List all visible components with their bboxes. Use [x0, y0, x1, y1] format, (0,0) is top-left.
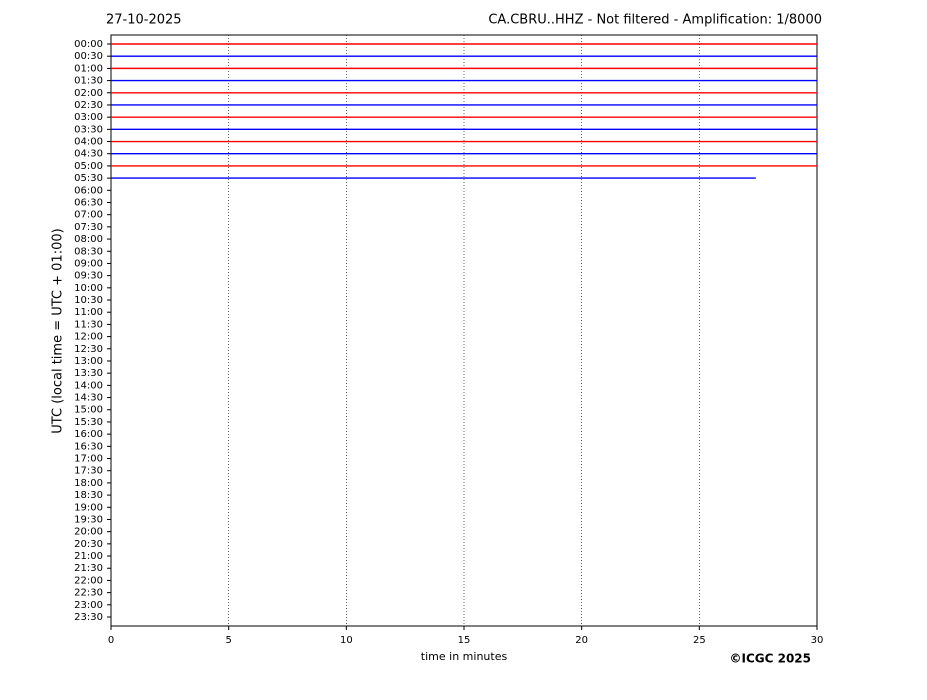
y-tick-label: 15:00	[74, 405, 103, 416]
y-tick-label: 14:30	[74, 393, 103, 404]
y-tick-label: 03:30	[74, 124, 103, 135]
x-tick-label: 25	[693, 635, 706, 646]
copyright: ©ICGC 2025	[729, 652, 811, 666]
y-tick-label: 00:30	[74, 51, 103, 62]
y-tick-label: 14:00	[74, 380, 103, 391]
x-tick-label: 10	[340, 635, 353, 646]
x-tick-label: 0	[108, 635, 114, 646]
y-tick-label: 00:00	[74, 39, 103, 50]
y-tick-label: 23:00	[74, 600, 103, 611]
y-tick-label: 13:00	[74, 356, 103, 367]
chart-title: CA.CBRU..HHZ - Not filtered - Amplificat…	[488, 13, 822, 28]
y-tick-label: 12:00	[74, 332, 103, 343]
y-tick-label: 16:30	[74, 441, 103, 452]
y-tick-label: 09:00	[74, 258, 103, 269]
y-tick-label: 23:30	[74, 612, 103, 623]
x-tick-label: 30	[811, 635, 824, 646]
y-tick-label: 19:00	[74, 502, 103, 513]
y-tick-label: 22:30	[74, 588, 103, 599]
y-tick-label: 05:00	[74, 161, 103, 172]
y-tick-label: 09:30	[74, 271, 103, 282]
y-tick-label: 08:00	[74, 234, 103, 245]
date: 27-10-2025	[106, 13, 182, 28]
y-tick-label: 15:30	[74, 417, 103, 428]
y-tick-label: 21:00	[74, 551, 103, 562]
x-tick-label: 20	[575, 635, 588, 646]
y-tick-label: 20:00	[74, 527, 103, 538]
x-tick-label: 5	[225, 635, 231, 646]
y-tick-label: 01:00	[74, 63, 103, 74]
y-tick-label: 21:30	[74, 563, 103, 574]
y-tick-label: 12:30	[74, 344, 103, 355]
y-tick-label: 07:30	[74, 222, 103, 233]
y-tick-label: 20:30	[74, 539, 103, 550]
y-tick-label: 06:30	[74, 197, 103, 208]
y-tick-label: 11:30	[74, 319, 103, 330]
y-tick-label: 05:30	[74, 173, 103, 184]
y-tick-label: 10:30	[74, 295, 103, 306]
y-tick-label: 01:30	[74, 76, 103, 87]
y-tick-label: 16:00	[74, 429, 103, 440]
y-tick-label: 06:00	[74, 185, 103, 196]
y-tick-label: 02:30	[74, 100, 103, 111]
y-tick-label: 11:00	[74, 307, 103, 318]
y-tick-label: 17:00	[74, 454, 103, 465]
y-tick-label: 18:00	[74, 478, 103, 489]
y-tick-label: 02:00	[74, 88, 103, 99]
y-tick-label: 03:00	[74, 112, 103, 123]
y-tick-label: 04:00	[74, 137, 103, 148]
y-tick-label: 04:30	[74, 149, 103, 160]
y-tick-label: 10:00	[74, 283, 103, 294]
y-axis-label: UTC (local time = UTC + 01:00)	[51, 228, 66, 433]
y-tick-label: 19:30	[74, 514, 103, 525]
y-tick-label: 22:00	[74, 575, 103, 586]
y-tick-label: 07:00	[74, 210, 103, 221]
y-tick-label: 18:30	[74, 490, 103, 501]
y-tick-label: 17:30	[74, 466, 103, 477]
x-tick-label: 15	[458, 635, 471, 646]
y-tick-label: 08:30	[74, 246, 103, 257]
y-tick-label: 13:30	[74, 368, 103, 379]
x-axis-label: time in minutes	[421, 650, 508, 663]
